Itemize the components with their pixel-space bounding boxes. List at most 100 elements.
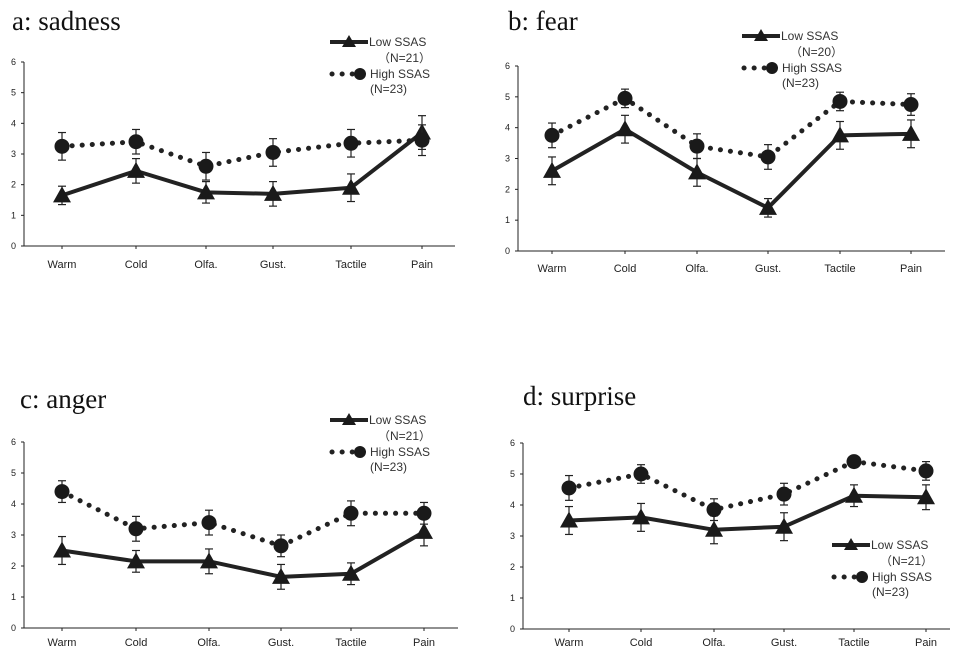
legend-low-n: （N=20） <box>790 45 843 59</box>
panel-anger: c: anger 0 1 2 3 4 5 6 Warm Cold Olfa. Gust. Tactile… <box>11 384 458 649</box>
high-ssas-point <box>54 138 70 154</box>
low-ssas-point <box>197 183 215 200</box>
y-tick-label: 6 <box>510 438 515 448</box>
x-tick-label: Pain <box>900 263 922 275</box>
high-ssas-point <box>343 135 359 151</box>
high-ssas-line <box>549 95 914 160</box>
low-ssas-line <box>568 493 927 532</box>
y-tick-label: 1 <box>11 210 16 220</box>
legend-low-label: Low SSAS <box>871 538 928 552</box>
low-ssas-point <box>53 186 71 203</box>
x-tick-label: Pain <box>411 259 433 271</box>
legend-low-marker <box>844 538 858 550</box>
series-low-ssas <box>53 115 431 207</box>
y-tick-label: 5 <box>505 92 510 102</box>
low-ssas-point <box>543 161 561 178</box>
low-ssas-point <box>342 178 360 195</box>
low-ssas-point <box>775 517 793 534</box>
low-ssas-point <box>560 511 578 528</box>
low-ssas-line <box>61 530 425 579</box>
low-ssas-point <box>917 488 935 505</box>
high-ssas-point <box>128 521 144 537</box>
x-tick-label: Cold <box>630 637 653 649</box>
chart-title: c: anger <box>20 384 106 414</box>
y-tick-label: 5 <box>11 88 16 98</box>
legend: Low SSAS （N=20） High SSAS(N=23) <box>741 29 843 90</box>
legend-low-marker <box>342 413 356 425</box>
legend: Low SSAS （N=21） High SSAS(N=23) <box>831 538 933 599</box>
y-tick-label: 4 <box>505 123 510 133</box>
high-ssas-line <box>566 459 929 513</box>
y-tick-label: 3 <box>505 154 510 164</box>
high-ssas-point <box>706 502 722 518</box>
low-ssas-point <box>272 567 290 584</box>
legend-high-marker <box>354 446 366 458</box>
low-ssas-point <box>688 163 706 180</box>
legend-low-marker <box>754 29 768 41</box>
x-tick-label: Warm <box>48 637 77 649</box>
high-ssas-point <box>903 97 919 113</box>
series-low-ssas <box>543 114 920 218</box>
low-ssas-point <box>342 564 360 581</box>
legend-high-label: High SSAS <box>782 61 842 75</box>
legend-low-marker <box>342 35 356 47</box>
high-ssas-line <box>59 137 425 169</box>
y-tick-label: 3 <box>510 531 515 541</box>
panel-surprise: d: surprise 0 1 2 3 4 5 6 Warm Cold Olfa. Gust. Tact… <box>510 381 950 649</box>
x-tick-label: Olfa. <box>194 259 217 271</box>
high-ssas-point <box>198 158 214 174</box>
high-ssas-point <box>689 138 705 154</box>
x-tick-label: Gust. <box>771 637 797 649</box>
low-ssas-point <box>845 486 863 503</box>
high-ssas-point <box>414 132 430 148</box>
x-tick-label: Warm <box>555 637 584 649</box>
x-tick-label: Cold <box>125 259 148 271</box>
series-high-ssas <box>54 124 430 181</box>
y-tick-label: 6 <box>11 57 16 67</box>
legend: Low SSAS （N=21） High SSAS(N=23) <box>329 35 431 96</box>
x-tick-label: Gust. <box>755 263 781 275</box>
x-tick-label: Gust. <box>260 259 286 271</box>
x-tick-label: Tactile <box>335 637 366 649</box>
series-high-ssas <box>54 480 432 558</box>
high-ssas-point <box>128 134 144 150</box>
legend-high-n: (N=23) <box>370 460 407 474</box>
x-tick-label: Tactile <box>824 263 855 275</box>
y-tick-label: 0 <box>505 246 510 256</box>
y-tick-label: 1 <box>505 215 510 225</box>
x-tick-label: Warm <box>538 263 567 275</box>
high-ssas-point <box>918 463 934 479</box>
y-tick-label: 1 <box>11 592 16 602</box>
legend-high-n: (N=23) <box>370 82 407 96</box>
y-tick-label: 4 <box>11 499 16 509</box>
low-ssas-point <box>264 184 282 201</box>
legend-high-n: (N=23) <box>872 585 909 599</box>
legend-high-label: High SSAS <box>370 445 430 459</box>
low-ssas-point <box>902 124 920 141</box>
x-tick-label: Pain <box>413 637 435 649</box>
legend-low-n: （N=21） <box>378 51 431 65</box>
y-tick-label: 5 <box>11 468 16 478</box>
high-ssas-point <box>846 454 862 470</box>
high-ssas-point <box>561 480 577 496</box>
legend-low-label: Low SSAS <box>781 29 838 43</box>
y-tick-label: 6 <box>11 437 16 447</box>
legend-high-n: (N=23) <box>782 76 819 90</box>
x-tick-label: Olfa. <box>702 637 725 649</box>
high-ssas-point <box>343 505 359 521</box>
high-ssas-point <box>273 538 289 554</box>
y-tick-label: 3 <box>11 530 16 540</box>
y-tick-label: 3 <box>11 149 16 159</box>
low-ssas-point <box>705 520 723 537</box>
high-ssas-point <box>54 484 70 500</box>
chart-title: a: sadness <box>12 6 121 36</box>
chart-title: b: fear <box>508 6 578 36</box>
low-ssas-point <box>831 126 849 143</box>
x-tick-label: Olfa. <box>197 637 220 649</box>
y-tick-label: 5 <box>510 469 515 479</box>
legend-low-label: Low SSAS <box>369 413 426 427</box>
x-tick-label: Cold <box>125 637 148 649</box>
y-tick-label: 0 <box>11 623 16 633</box>
low-ssas-point <box>415 522 433 539</box>
